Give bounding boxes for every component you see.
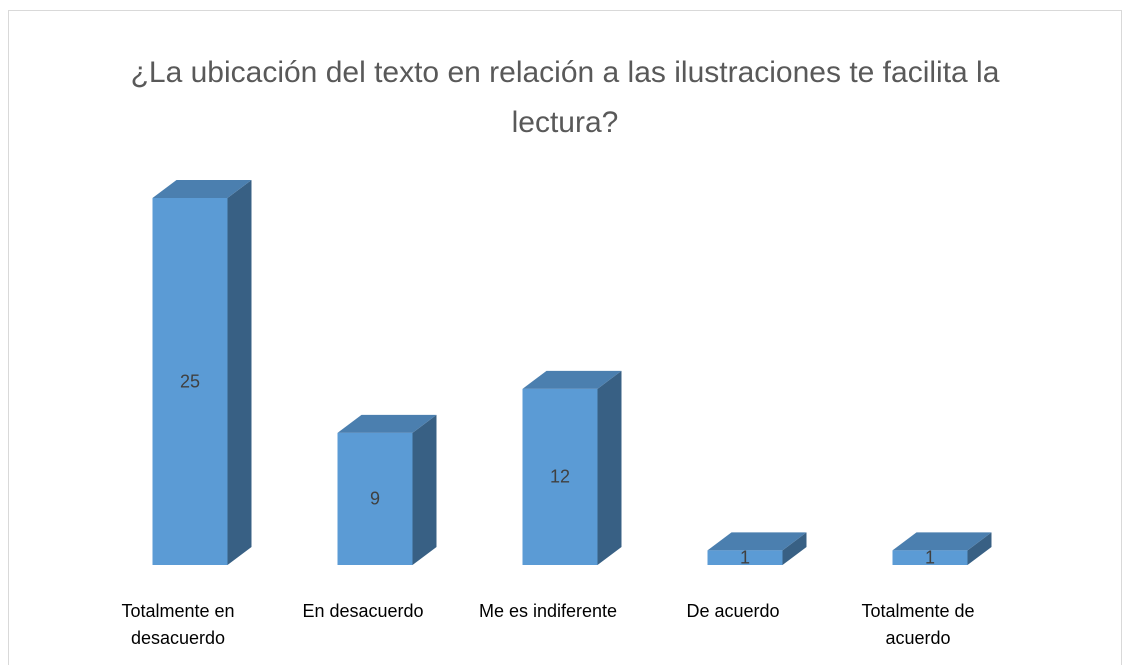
- bar-top: [522, 370, 622, 389]
- bar: [337, 414, 437, 565]
- bar-side: [227, 180, 252, 565]
- bar-front: [892, 550, 968, 565]
- x-tick-label: En desacuerdo: [302, 601, 424, 621]
- chart-border: [8, 10, 1122, 665]
- bar-side: [782, 532, 807, 565]
- bar-side: [967, 532, 992, 565]
- x-tick-label: Totalmente en desacuerdo: [121, 601, 235, 648]
- bar-front: [337, 432, 413, 565]
- x-tick-label: Me es indiferente: [478, 601, 618, 621]
- value-label: 1: [925, 547, 935, 567]
- x-tick-label: De acuerdo: [686, 601, 780, 621]
- bar-top: [152, 180, 252, 198]
- bar-front: [707, 550, 783, 565]
- bar-front: [152, 198, 228, 565]
- value-label: 12: [550, 467, 570, 487]
- bar-top: [892, 532, 992, 551]
- value-label: 1: [740, 547, 750, 567]
- bar: [892, 532, 992, 565]
- bar: [707, 532, 807, 565]
- bar-side: [412, 414, 437, 565]
- bar: [152, 180, 252, 565]
- chart-title: ¿La ubicación del texto en relación a la…: [130, 56, 1000, 139]
- value-label: 9: [370, 489, 380, 509]
- bar-top: [707, 532, 807, 551]
- x-tick-label: Totalmente de acuerdo: [861, 601, 975, 648]
- bar-front: [522, 388, 598, 565]
- bar-top: [337, 414, 437, 433]
- bar: [522, 370, 622, 565]
- bar-side: [597, 370, 622, 565]
- value-label: 25: [180, 371, 200, 391]
